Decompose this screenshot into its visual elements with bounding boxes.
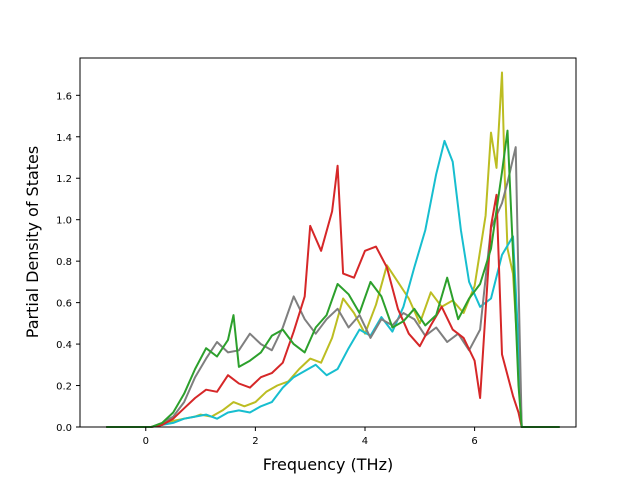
y-tick-label: 1.4 bbox=[56, 133, 72, 144]
x-tick-label: 2 bbox=[252, 436, 258, 447]
series-layer bbox=[106, 71, 560, 428]
x-tick-label: 0 bbox=[143, 436, 149, 447]
x-axis-ticks: 0 2 4 6 bbox=[143, 427, 478, 447]
plot-frame bbox=[79, 57, 577, 428]
series-line-2 bbox=[106, 139, 560, 428]
series-line-4 bbox=[106, 164, 560, 428]
y-tick-label: 1.2 bbox=[56, 174, 72, 185]
y-tick-label: 1.6 bbox=[56, 91, 72, 102]
x-tick-label: 6 bbox=[471, 436, 477, 447]
y-tick-label: 0.6 bbox=[56, 299, 72, 310]
y-tick-label: 1.0 bbox=[56, 216, 72, 227]
y-axis-label: Partial Density of States bbox=[23, 146, 42, 338]
y-tick-label: 0.2 bbox=[56, 382, 72, 393]
x-tick-label: 4 bbox=[362, 436, 368, 447]
y-tick-label: 0.0 bbox=[56, 423, 72, 434]
plot-background bbox=[80, 58, 576, 427]
x-axis-label: Frequency (THz) bbox=[263, 455, 393, 474]
y-axis-ticks: 0.0 0.2 0.4 0.6 0.8 1.0 1.2 1.4 1.6 bbox=[56, 91, 80, 434]
series-line-5 bbox=[106, 129, 560, 428]
y-tick-label: 0.8 bbox=[56, 257, 72, 268]
y-tick-label: 0.4 bbox=[56, 340, 72, 351]
